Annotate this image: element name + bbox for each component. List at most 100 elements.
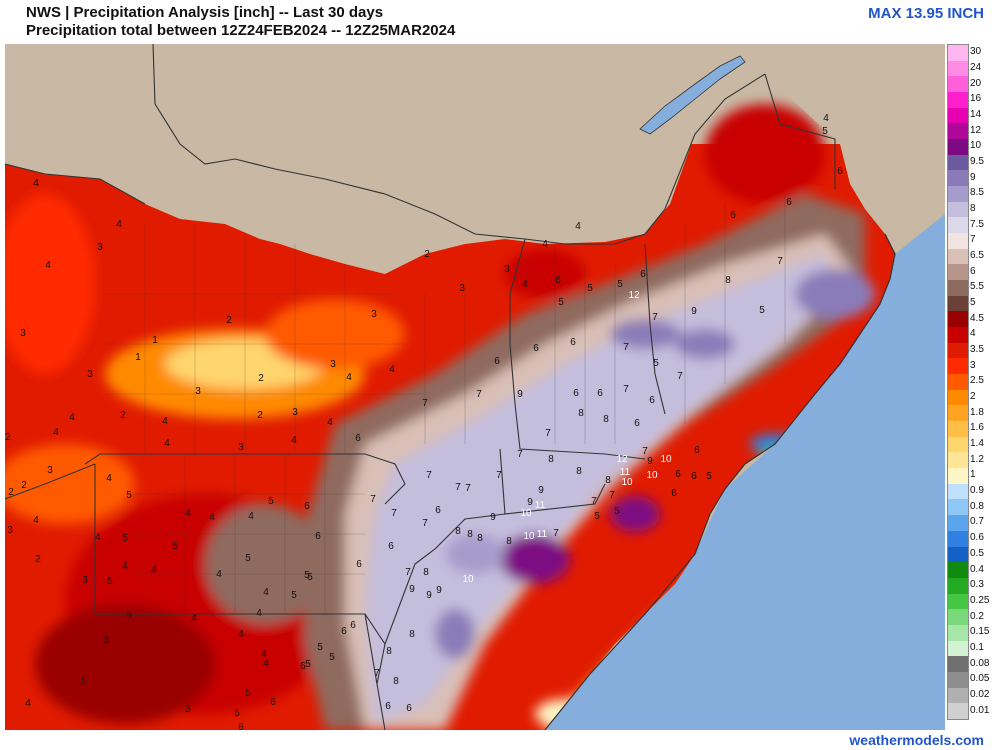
- max-precip-label: MAX 13.95 INCH: [868, 5, 984, 22]
- legend-swatch: [948, 201, 968, 218]
- legend-swatch: [948, 421, 968, 437]
- value-label: 3: [238, 442, 244, 453]
- value-label: 11: [537, 529, 548, 540]
- legend-label: 3.5: [970, 344, 984, 356]
- legend-label: 0.2: [970, 610, 984, 622]
- legend-swatch: [948, 483, 968, 500]
- legend-label: 1.2: [970, 453, 984, 465]
- legend-label: 0.6: [970, 532, 984, 544]
- legend-label: 14: [970, 109, 982, 121]
- legend-swatch: [948, 60, 968, 77]
- value-label: 3: [82, 575, 88, 586]
- value-label: 8: [386, 646, 392, 657]
- value-label: 5: [234, 708, 240, 719]
- value-label: 6: [730, 210, 736, 221]
- legend-label: 5.5: [970, 281, 984, 293]
- value-label: 3: [195, 386, 201, 397]
- legend-label: 2.5: [970, 375, 984, 387]
- value-label: 4: [25, 698, 31, 709]
- value-label: 4: [106, 473, 112, 484]
- value-label: 5: [614, 506, 620, 517]
- legend-swatch: [948, 562, 968, 578]
- legend-swatch: [948, 530, 968, 547]
- value-label: 12: [628, 290, 640, 301]
- value-label: 4: [823, 113, 829, 124]
- legend-swatch: [948, 92, 968, 108]
- legend-swatch: [948, 107, 968, 124]
- value-label: 4: [238, 629, 244, 640]
- value-label: 6: [341, 626, 347, 637]
- value-label: 6: [388, 541, 394, 552]
- value-label: 6: [350, 620, 356, 631]
- value-label: 7: [553, 528, 559, 539]
- legend-swatch: [948, 640, 968, 657]
- legend-label: 0.25: [970, 594, 990, 606]
- value-label: 7: [455, 482, 461, 493]
- brand-footer[interactable]: weathermodels.com: [849, 732, 984, 748]
- value-label: 4: [191, 613, 197, 624]
- value-label: 4: [162, 416, 168, 427]
- value-label: 8: [477, 533, 483, 544]
- legend-label: 0.02: [970, 688, 990, 700]
- legend-swatch: [948, 264, 968, 281]
- legend-label: 30: [970, 46, 982, 58]
- legend-swatch: [948, 656, 968, 672]
- legend-swatch: [948, 405, 968, 422]
- state-borders: [5, 44, 836, 730]
- value-label: 4: [216, 569, 222, 580]
- value-label: 7: [777, 256, 783, 267]
- value-label: 6: [406, 703, 412, 714]
- legend-swatch: [948, 609, 968, 625]
- value-label: 5: [81, 676, 87, 687]
- value-label: 5: [594, 511, 600, 522]
- color-scale-legend: [947, 44, 969, 720]
- value-label: 5: [268, 496, 274, 507]
- value-label: 3: [47, 465, 53, 476]
- legend-swatch: [948, 593, 968, 610]
- value-label: 4: [45, 260, 51, 271]
- value-label: 8: [725, 275, 731, 286]
- legend-swatch: [948, 624, 968, 641]
- value-label: 7: [623, 342, 629, 353]
- value-label: 6: [355, 433, 361, 444]
- value-label: 9: [490, 512, 496, 523]
- value-label: 9: [691, 306, 697, 317]
- value-label: 5: [245, 688, 251, 699]
- value-label: 5: [759, 305, 765, 316]
- value-label: 4: [53, 427, 59, 438]
- legend-swatch: [948, 515, 968, 531]
- value-label: 9: [647, 456, 653, 467]
- value-label: 6: [573, 388, 579, 399]
- value-label: 8: [409, 629, 415, 640]
- legend-label: 2: [970, 391, 976, 403]
- value-label: 5: [653, 358, 659, 369]
- value-label: 2: [5, 432, 11, 443]
- value-label: 10: [646, 470, 658, 481]
- value-label: 6: [300, 661, 306, 672]
- legend-swatch: [948, 389, 968, 406]
- value-label: 7: [642, 446, 648, 457]
- value-label: 5: [617, 279, 623, 290]
- legend-label: 10: [970, 140, 982, 152]
- legend-swatch: [948, 374, 968, 390]
- value-label: 7: [591, 496, 597, 507]
- value-label: 2: [226, 315, 232, 326]
- legend-swatch: [948, 186, 968, 202]
- value-label: 8: [423, 567, 429, 578]
- legend-label: 8: [970, 203, 976, 215]
- value-label: 2: [424, 249, 430, 260]
- value-label: 7: [476, 389, 482, 400]
- legend-swatch: [948, 687, 968, 704]
- value-label: 5: [172, 541, 178, 552]
- value-label: 7: [517, 449, 523, 460]
- value-label: 6: [270, 697, 276, 708]
- value-label: 5: [304, 570, 310, 581]
- value-label: 4: [327, 417, 333, 428]
- value-label: 6: [315, 531, 321, 542]
- value-label: 3: [7, 525, 13, 536]
- value-label: 11: [620, 467, 631, 478]
- value-label: 8: [578, 408, 584, 419]
- value-label: 8: [605, 475, 611, 486]
